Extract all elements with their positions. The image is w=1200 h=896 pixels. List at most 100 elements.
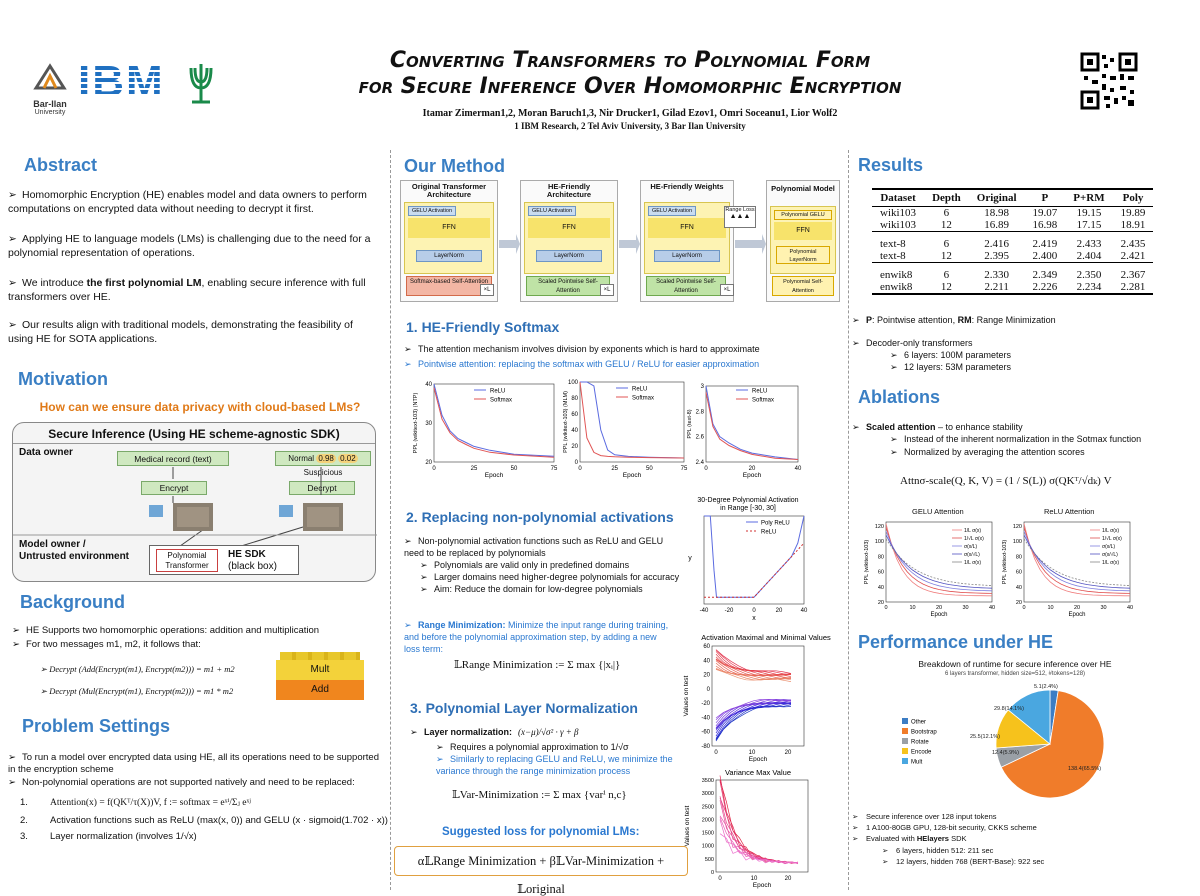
legend-label: Bootstrap <box>911 730 937 736</box>
abl-relu-title: ReLU Attention <box>1044 507 1095 516</box>
y-tick-label: 40 <box>571 428 578 434</box>
arrow-icon: ➢ <box>12 639 20 650</box>
y-tick-label: 40 <box>703 658 710 664</box>
x-axis-label: Epoch <box>749 756 768 762</box>
arrow-icon: ➢ <box>852 315 860 325</box>
final-loss-eq: α𝕃Range Minimization + β𝕃Var-Minimizatio… <box>394 846 688 896</box>
y-tick-label: 500 <box>705 857 714 863</box>
layernorm-block: LayerNorm <box>416 250 482 262</box>
y-tick-label: 60 <box>703 644 710 650</box>
series-line-relu <box>705 385 799 460</box>
y-tick-label: 20 <box>703 673 710 679</box>
qr-code[interactable] <box>1080 52 1138 110</box>
chart-variance-max: Variance Max Value3500300025002000150010… <box>684 768 809 889</box>
legend-label: Encode <box>911 750 932 756</box>
xl-label: ×L <box>720 284 734 296</box>
y-tick-label: 0 <box>711 870 714 876</box>
arrow-icon: ➢ <box>12 625 20 636</box>
results-title: Results <box>858 155 924 175</box>
arrow-icon: ➢ <box>420 572 428 582</box>
table-row: text-8 6 2.416 2.419 2.433 2.435 <box>872 231 1154 250</box>
ablation-line <box>1023 530 1131 592</box>
y-tick-label: 3500 <box>702 778 714 784</box>
background-eq-2: ➢ Decrypt (Mul(Encrypt(m1), Encrypt(m2))… <box>40 686 234 696</box>
x-axis-label: Epoch <box>753 882 772 889</box>
x-tick-label: 30 <box>962 605 968 611</box>
x-tick-label: 10 <box>1047 605 1053 611</box>
background-item-1: ➢ HE Supports two homomorphic operations:… <box>12 625 320 636</box>
arrow-icon: ➢ <box>890 362 898 372</box>
series-line-softmax <box>579 381 685 459</box>
chart-runtime-pie: 5.1(2.4%) 138.4(65.5%) 12.4(5.9%) 25.5(12.1… <box>902 684 1105 799</box>
he-ops-graphic: Mult Add <box>276 652 364 700</box>
s3-title: 3. Polynomial Layer Normalization <box>410 700 638 716</box>
y-tick-label: 20 <box>1016 600 1022 606</box>
logo-ibm: IBM <box>78 60 174 104</box>
column-divider-2 <box>848 150 849 890</box>
chart-title: 30-Degree Polynomial Activation <box>697 497 798 504</box>
arrow-icon: ➢ <box>890 447 898 457</box>
s2-item-2: ➢ Range Minimization: Minimize the input … <box>404 620 669 654</box>
scaled-attn-eq: Attnσ-scale(Q, K, V) = (1 / S(L)) σ(QKᵀ/… <box>900 475 1112 487</box>
abstract-item-2: ➢ Applying HE to language models (LMs) is… <box>8 233 371 259</box>
perf-item-1: ➢ Secure inference over 128 input tokens <box>852 812 997 821</box>
ffn-block: FFN <box>648 218 726 238</box>
column-divider-1 <box>390 150 391 890</box>
ffn-block: FFN <box>408 218 490 238</box>
mult-block: Mult <box>276 660 364 680</box>
s2-sub-1: ➢ Polynomials are valid only in predefine… <box>420 560 630 570</box>
var-min-eq: 𝕃Var-Minimization := Σ max {varⁱ n,c} <box>452 789 627 801</box>
results-d2: ➢ 12 layers: 53M parameters <box>890 362 1012 372</box>
results-table-grid: Dataset Depth Original P P+RM Poly wiki103 6 18… <box>872 188 1154 295</box>
chart-title: Variance Max Value <box>725 768 791 777</box>
poster-title: Converting Transformers to Polynomial Fo… <box>260 48 1000 100</box>
legend-label: σ(x/√L) <box>964 551 980 558</box>
arrow-icon: ➢ <box>8 319 17 331</box>
encrypt-box: Encrypt <box>141 481 207 495</box>
arrow-icon: ➢ <box>8 277 17 289</box>
min-value-line <box>715 699 792 719</box>
ablation-line <box>1023 527 1131 594</box>
affiliations: 1 IBM Research, 2 Tel Aviv University, 3… <box>514 121 746 131</box>
pie-slice-bootstrap <box>1000 690 1105 799</box>
legend-label: Mult <box>911 760 923 766</box>
y-tick-label: 2.4 <box>696 460 705 466</box>
normal-score: 0.98 <box>316 454 336 463</box>
pie-slice-mult <box>1007 689 1051 745</box>
chart-activation-maxmin: Activation Maximal and Minimal Values 60 4… <box>683 633 831 762</box>
suspicious-score: 0.02 <box>338 454 358 463</box>
x-tick-label: -20 <box>725 608 734 614</box>
series-line-softmax <box>705 392 799 460</box>
table-row: enwik8 12 2.211 2.226 2.234 2.281 <box>872 281 1154 295</box>
arrow-icon: ➢ <box>882 857 889 866</box>
ablations-sub-2: ➢ Normalized by averaging the attention s… <box>890 447 1085 457</box>
x-tick-label: 50 <box>511 466 518 472</box>
poly-ln-block: Polynomial LayerNorm <box>776 246 830 264</box>
legend-label: σ(x/L) <box>1102 544 1115 550</box>
arrow-icon: ➢ <box>852 823 859 832</box>
y-tick-label: 1000 <box>702 844 714 850</box>
scaled-attn-block: Scaled Pointwise Self-Attention <box>646 276 726 296</box>
y-tick-label: 3 <box>701 384 705 390</box>
legend-label: ReLU <box>490 389 505 395</box>
s1-item-2: ➢ Pointwise attention: replacing the soft… <box>404 359 760 369</box>
x-tick-label: 20 <box>749 466 756 472</box>
min-value-line <box>715 702 792 740</box>
problem-item-1: ➢ To run a model over encrypted data usin… <box>8 752 379 775</box>
y-tick-label: 100 <box>875 539 884 545</box>
y-axis-label: PPL (wikitext-103) (NTP) <box>413 393 419 454</box>
max-value-line <box>715 659 792 679</box>
arrow-icon: ➢ <box>852 422 860 432</box>
legend-label: 1/√L σ(x) <box>1102 535 1122 542</box>
s1-item-1: ➢ The attention mechanism involves divisi… <box>404 344 760 354</box>
x-tick-label: 10 <box>749 750 756 756</box>
ffn-block: FFN <box>774 222 832 240</box>
arrow-icon: ➢ <box>8 189 17 201</box>
x-tick-label: 30 <box>1100 605 1106 611</box>
problem-eq-2: 2. Activation functions such as ReLU (max… <box>20 815 388 826</box>
s3-item-1: ➢ Layer normalization: (x−μ)/√σ² · γ + β <box>410 727 579 737</box>
x-tick-label: 25 <box>471 466 478 472</box>
arrow-icon: ➢ <box>890 350 898 360</box>
